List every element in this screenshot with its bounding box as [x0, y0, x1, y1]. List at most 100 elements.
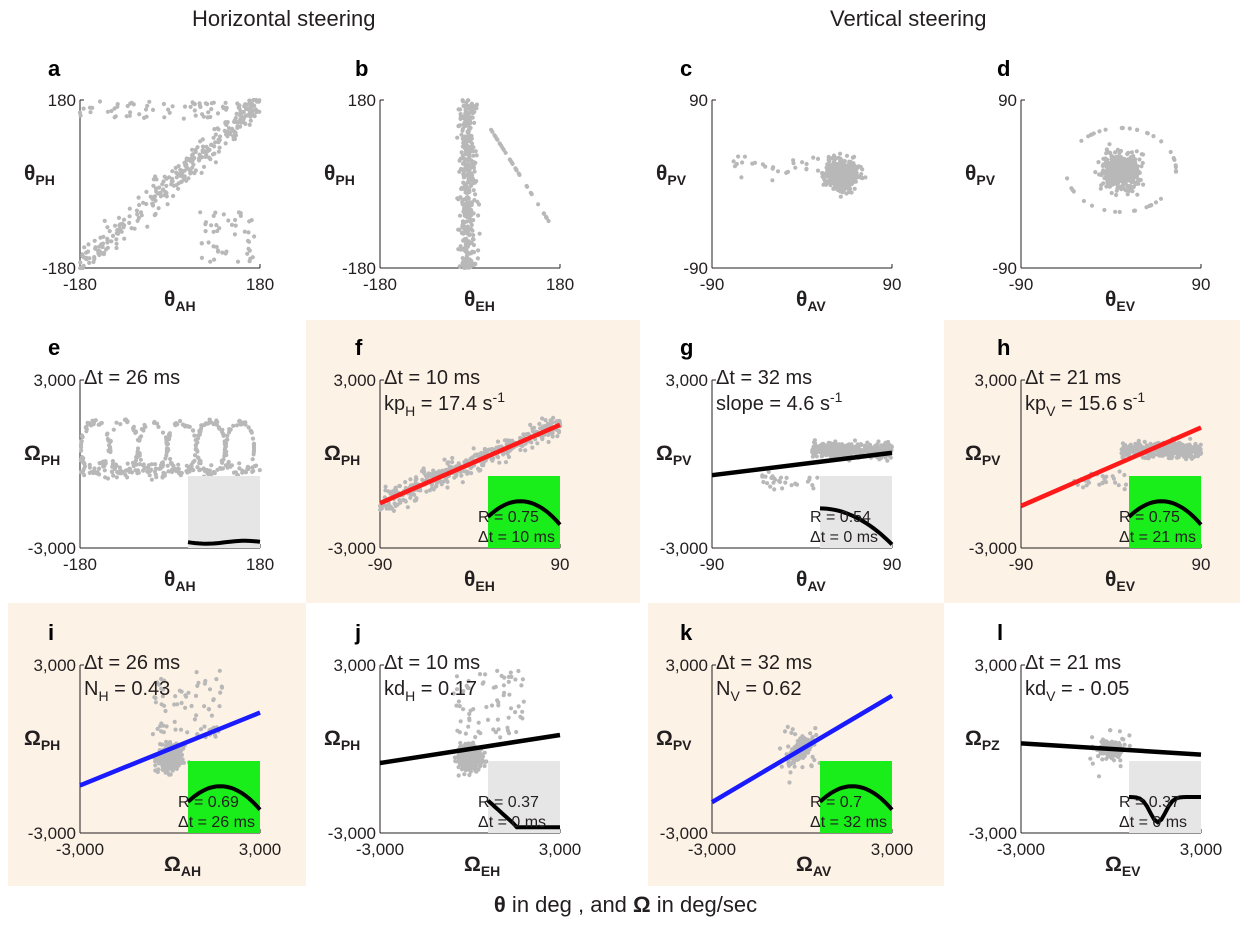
- data-point: [496, 455, 501, 460]
- data-point: [465, 144, 470, 149]
- data-point: [1140, 455, 1146, 460]
- data-point: [161, 187, 166, 192]
- data-point: [165, 202, 170, 207]
- data-point: [1129, 187, 1134, 192]
- data-point: [114, 245, 119, 251]
- data-point: [442, 457, 447, 462]
- data-point: [217, 426, 222, 431]
- x-tick-label-min-k: -3,000: [688, 840, 736, 859]
- data-point: [514, 168, 519, 173]
- data-point: [1181, 452, 1186, 457]
- data-point: [506, 674, 511, 680]
- data-point: [840, 190, 845, 195]
- data-point: [1127, 178, 1132, 183]
- y-axis-label-j: ΩPH: [324, 727, 360, 753]
- data-point: [499, 673, 504, 679]
- data-point: [536, 202, 541, 207]
- data-point: [135, 218, 140, 223]
- y-tick-label-min-f: -3,000: [328, 539, 376, 558]
- data-point: [1138, 177, 1143, 183]
- data-point: [157, 185, 162, 190]
- data-point: [547, 422, 553, 427]
- data-point: [97, 99, 103, 104]
- data-point: [405, 505, 410, 510]
- data-point: [475, 452, 480, 457]
- annotation-text: Δt = 10 ms: [384, 367, 480, 389]
- data-point: [128, 101, 133, 106]
- data-point: [457, 730, 462, 735]
- data-point: [172, 467, 177, 472]
- data-point: [789, 730, 794, 736]
- data-point: [779, 764, 784, 769]
- panel-label-j: j: [354, 620, 361, 645]
- data-point: [197, 101, 202, 106]
- y-tick-label-max-b: 180: [348, 91, 376, 110]
- data-point: [461, 156, 466, 161]
- data-point: [461, 140, 466, 145]
- data-point: [530, 445, 535, 450]
- y-axis-main: Ω: [656, 727, 673, 750]
- data-point: [173, 694, 178, 699]
- x-tick-label-max-k: 3,000: [871, 840, 914, 859]
- data-point: [191, 460, 196, 465]
- data-point: [226, 126, 232, 131]
- data-point: [761, 479, 766, 485]
- x-axis-main: θ: [164, 568, 175, 591]
- y-axis-label-d: θPV: [965, 162, 996, 188]
- data-point: [173, 165, 178, 170]
- data-point: [509, 159, 514, 164]
- data-point: [174, 421, 179, 426]
- data-point: [221, 457, 226, 462]
- data-point: [503, 460, 509, 465]
- data-point: [811, 486, 816, 491]
- data-point: [815, 156, 821, 161]
- y-axis-sub: PV: [673, 452, 692, 468]
- data-point: [457, 264, 462, 269]
- data-point: [763, 474, 768, 479]
- data-point: [165, 441, 171, 447]
- data-point: [792, 764, 797, 769]
- data-point: [463, 107, 468, 112]
- data-point: [462, 220, 467, 225]
- annotation-j-1: kdH = 0.17: [384, 678, 477, 704]
- annotation-i-0: Δt = 26 ms: [84, 652, 180, 674]
- data-point: [466, 759, 471, 764]
- data-point: [197, 428, 202, 433]
- annotation-e-0: Δt = 26 ms: [84, 367, 180, 389]
- panel-label-d: d: [997, 56, 1010, 81]
- data-point: [506, 679, 511, 685]
- data-point: [100, 244, 105, 250]
- x-tick-label-min-g: -90: [700, 555, 725, 574]
- data-point: [242, 469, 247, 474]
- data-point: [206, 240, 211, 245]
- panel-label-a: a: [48, 56, 61, 81]
- data-point: [483, 672, 488, 677]
- data-point: [168, 764, 173, 769]
- data-point: [189, 153, 195, 158]
- data-point: [127, 113, 132, 118]
- data-point: [115, 231, 121, 236]
- annotation-k-0: Δt = 32 ms: [716, 652, 812, 674]
- data-point: [145, 465, 150, 470]
- data-point: [184, 165, 189, 170]
- data-point: [391, 508, 396, 513]
- y-axis-label-b: θPH: [324, 162, 355, 188]
- data-point: [506, 731, 512, 736]
- data-point: [1122, 472, 1127, 478]
- data-point: [830, 173, 835, 178]
- data-point: [192, 171, 197, 176]
- scatter-series-b: [455, 98, 551, 270]
- inset-label-j-0: R = 0.37: [478, 794, 539, 811]
- annotation-rest: = 17.4 s: [415, 393, 492, 415]
- x-tick-label-max-i: 3,000: [239, 840, 282, 859]
- data-point: [214, 223, 219, 228]
- data-point: [850, 163, 855, 168]
- data-point: [105, 225, 110, 230]
- y-tick-label-max-j: 3,000: [333, 656, 376, 675]
- data-point: [143, 107, 149, 112]
- data-point: [116, 215, 122, 220]
- data-point: [460, 758, 465, 763]
- data-point: [851, 168, 856, 173]
